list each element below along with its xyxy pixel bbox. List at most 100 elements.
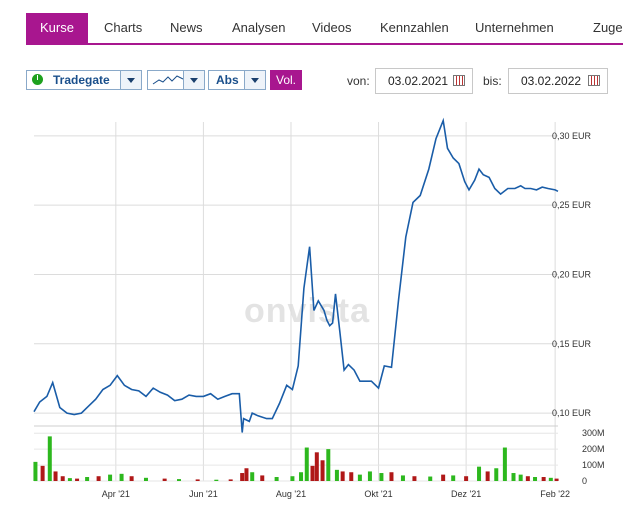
from-date-field[interactable]: 03.02.2021	[375, 68, 473, 94]
volume-axis-labels: 0 100M 200M 300M	[582, 428, 605, 486]
tab-bar: Kurse Charts News Analysen Videos Kennza…	[26, 13, 623, 45]
volume-toggle-button[interactable]: Vol.	[270, 70, 303, 90]
watermark-logo: onvista	[244, 292, 371, 330]
volume-tick-label: 100M	[582, 460, 605, 470]
volume-bar	[96, 476, 101, 481]
tab-charts[interactable]: Charts	[104, 20, 143, 35]
volume-bar	[367, 471, 372, 481]
volume-bar	[47, 436, 52, 481]
tab-zugehoerige[interactable]: Zugehö	[593, 20, 623, 35]
price-tick-label: 0,10 EUR	[552, 408, 592, 418]
to-date-field[interactable]: 03.02.2022	[508, 68, 608, 94]
volume-bar	[525, 476, 530, 481]
calendar-icon[interactable]	[453, 75, 465, 86]
date-tick-label: Aug '21	[276, 489, 306, 499]
volume-bar	[502, 447, 507, 481]
volume-bar	[400, 475, 405, 481]
volume-bar	[299, 472, 304, 481]
volume-tick-label: 200M	[582, 444, 605, 454]
date-tick-label: Dez '21	[451, 489, 481, 499]
volume-bar	[40, 465, 45, 481]
date-axis-labels: Apr '21 Jun '21 Aug '21 Okt '21 Dez '21 Feb '…	[102, 489, 570, 499]
calendar-icon[interactable]	[588, 75, 600, 86]
price-tick-label: 0,30 EUR	[552, 131, 592, 141]
date-tick-label: Okt '21	[364, 489, 392, 499]
date-tick-label: Feb '22	[540, 489, 570, 499]
scale-mode-select[interactable]: Abs	[208, 70, 266, 90]
chart-type-select[interactable]	[147, 70, 205, 90]
price-tick-label: 0,25 EUR	[552, 200, 592, 210]
volume-bar	[314, 452, 319, 481]
volume-bar	[518, 474, 523, 481]
volume-bar	[244, 468, 249, 481]
volume-bar	[85, 477, 90, 481]
volume-bar	[214, 479, 219, 481]
volume-bar	[75, 478, 80, 481]
volume-bar	[33, 461, 38, 481]
chevron-down-icon[interactable]	[244, 71, 265, 89]
volume-bar	[511, 473, 516, 481]
volume-bar	[143, 477, 148, 481]
price-tick-label: 0,20 EUR	[552, 269, 592, 279]
volume-bar	[195, 479, 200, 481]
tab-news[interactable]: News	[170, 20, 203, 35]
volume-bar	[494, 468, 499, 481]
chevron-down-icon[interactable]	[183, 71, 204, 89]
volume-bar	[389, 472, 394, 481]
price-tick-label: 0,15 EUR	[552, 339, 592, 349]
volume-bar	[240, 473, 245, 481]
volume-bar	[310, 465, 315, 481]
volume-bar	[290, 476, 295, 481]
tab-unternehmen[interactable]: Unternehmen	[475, 20, 554, 35]
tab-kurse[interactable]: Kurse	[26, 13, 88, 43]
volume-bar	[477, 466, 482, 481]
date-tick-label: Jun '21	[189, 489, 218, 499]
volume-bar	[464, 476, 469, 481]
volume-bar	[304, 447, 309, 481]
volume-bar	[340, 471, 345, 481]
volume-bar	[334, 469, 339, 481]
line-chart-icon	[152, 75, 184, 85]
exchange-select[interactable]: Tradegate	[26, 70, 142, 90]
volume-bar	[260, 475, 265, 481]
volume-bar	[228, 479, 233, 481]
tab-kennzahlen[interactable]: Kennzahlen	[380, 20, 449, 35]
exchange-label: Tradegate	[53, 73, 110, 87]
volume-bar	[554, 478, 559, 481]
tab-analysen[interactable]: Analysen	[232, 20, 286, 35]
volume-bar	[129, 476, 134, 481]
volume-bar	[533, 477, 538, 481]
volume-bar	[250, 472, 255, 481]
tab-videos[interactable]: Videos	[312, 20, 352, 35]
volume-bar	[451, 475, 456, 481]
volume-bar	[428, 476, 433, 481]
volume-bar	[326, 449, 331, 481]
volume-bar	[485, 471, 490, 481]
chart-grid	[34, 122, 558, 482]
from-date-value: 03.02.2021	[388, 74, 449, 88]
to-label: bis:	[483, 74, 502, 88]
volume-tick-label: 300M	[582, 428, 605, 438]
volume-bar	[119, 473, 124, 481]
volume-bar	[379, 473, 384, 481]
volume-bar	[274, 477, 279, 481]
chart-toolbar: Tradegate Abs Vol. von: 03.02.2021 bis: …	[26, 68, 623, 94]
volume-bar	[412, 476, 417, 481]
volume-bar	[53, 471, 58, 481]
scale-mode-label: Abs	[216, 73, 239, 87]
volume-bars	[33, 436, 559, 481]
volume-bar	[541, 477, 546, 481]
volume-bar	[320, 460, 325, 481]
volume-tick-label: 0	[582, 476, 587, 486]
chevron-down-icon[interactable]	[120, 71, 141, 89]
volume-bar	[108, 474, 113, 481]
volume-bar	[441, 474, 446, 481]
status-icon	[32, 74, 43, 85]
price-line	[33, 117, 559, 433]
volume-bar	[60, 476, 65, 481]
volume-bar	[357, 474, 362, 481]
to-date-value: 03.02.2022	[521, 74, 582, 88]
from-label: von:	[347, 74, 370, 88]
price-axis-labels: 0,10 EUR 0,15 EUR 0,20 EUR 0,25 EUR 0,30 EUR	[552, 131, 592, 418]
